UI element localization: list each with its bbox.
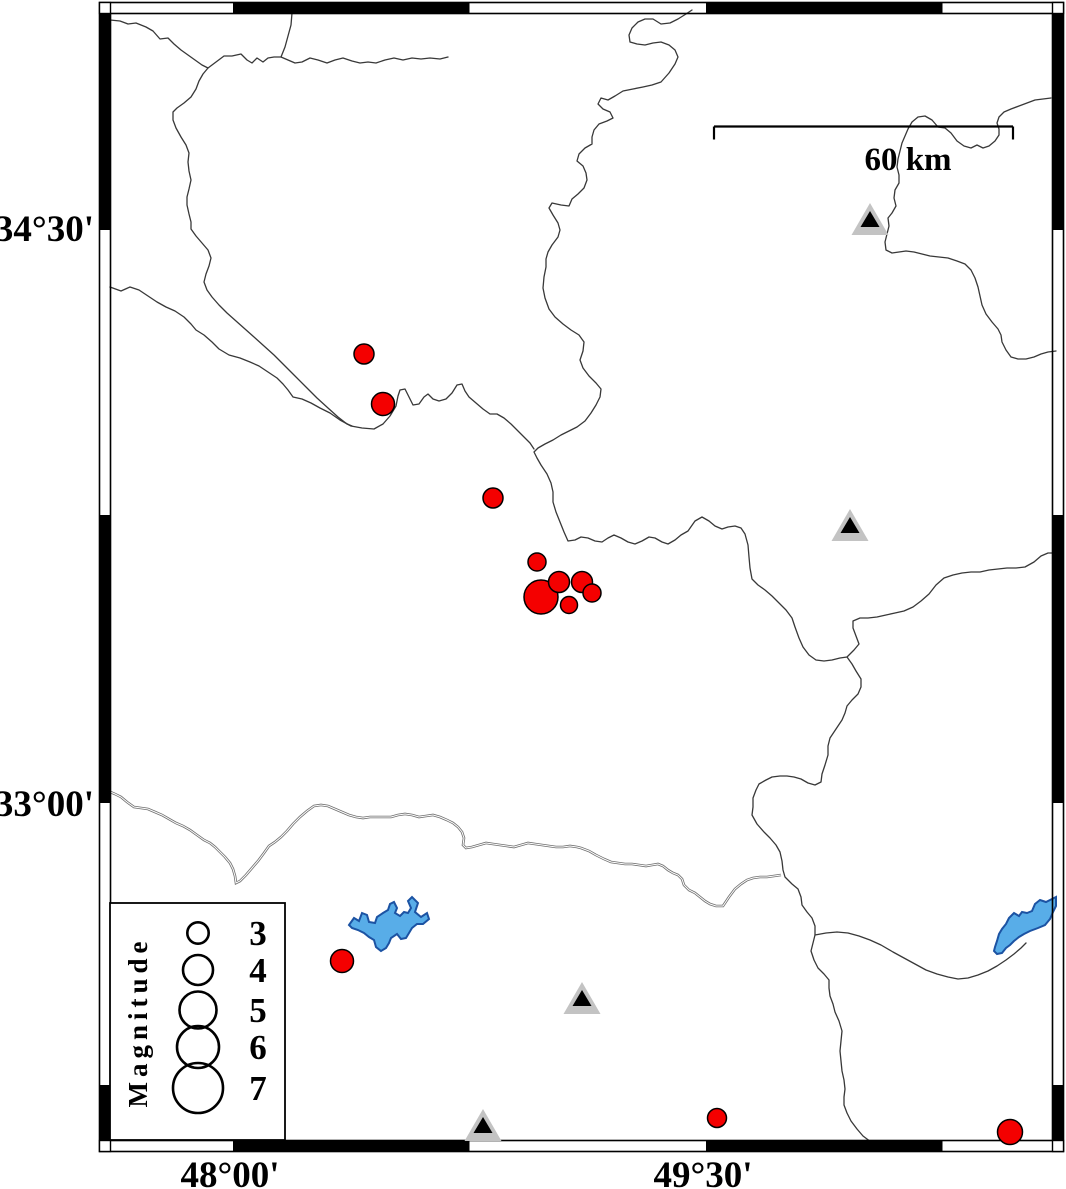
magnitude-legend: Magnitude 3 4 5 6 7	[109, 902, 286, 1141]
lon-label: 48°00'	[180, 1155, 279, 1189]
legend-value: 7	[249, 1069, 267, 1108]
legend-value: 6	[249, 1028, 267, 1067]
boundary-line	[280, 12, 293, 58]
lake-shape	[347, 895, 431, 953]
legend-circle	[178, 990, 218, 1030]
earthquake-marker	[582, 583, 602, 603]
earthquake-marker	[482, 487, 504, 509]
lakes-layer	[347, 895, 1057, 956]
legend-value: 5	[249, 991, 267, 1030]
earthquake-marker	[370, 391, 396, 417]
earthquake-marker	[527, 552, 547, 572]
legend-title: Magnitude	[123, 936, 153, 1107]
boundary-line	[884, 97, 1057, 360]
legend-circle	[186, 920, 211, 945]
lat-label: 33°00'	[0, 784, 94, 825]
scale-bar	[712, 125, 1015, 140]
legend-scale-circles	[171, 920, 225, 1115]
legend-value: 3	[249, 914, 267, 953]
map-frame	[98, 1, 1065, 1153]
scale-bar-label: 60 km	[864, 142, 951, 178]
lon-label: 49°30'	[653, 1155, 752, 1189]
boundary-line	[109, 286, 535, 450]
earthquake-marker	[706, 1107, 728, 1129]
boundary-line	[814, 931, 1027, 980]
legend-circle	[181, 953, 215, 987]
earthquake-marker	[559, 595, 579, 615]
earthquake-marker	[329, 948, 355, 974]
lat-label: 34°30'	[0, 209, 94, 250]
boundary-line	[109, 19, 449, 69]
lake-shape	[992, 895, 1057, 956]
boundary-line	[533, 9, 1057, 662]
earthquake-marker	[353, 343, 375, 365]
markers-layer	[329, 203, 1024, 1146]
station-marker	[563, 982, 601, 1014]
river-layer	[107, 789, 782, 908]
earthquake-marker	[523, 579, 559, 615]
boundary-lines-layer	[109, 9, 1057, 1143]
axis-labels: 34°30' 33°00' 48°00' 49°30'	[0, 209, 753, 1189]
boundary-line	[172, 67, 353, 427]
station-marker	[464, 1109, 502, 1141]
river-line	[107, 789, 782, 908]
legend-value: 4	[249, 951, 267, 990]
legend-scale-labels: 3 4 5 6 7	[249, 914, 267, 1108]
earthquake-marker	[996, 1118, 1024, 1146]
earthquake-marker	[547, 570, 571, 594]
station-marker	[831, 509, 869, 541]
legend-circle	[175, 1024, 221, 1070]
station-marker	[851, 203, 889, 235]
river-line-core	[107, 790, 782, 907]
boundary-line	[751, 656, 872, 1143]
legend-circle	[171, 1061, 225, 1115]
